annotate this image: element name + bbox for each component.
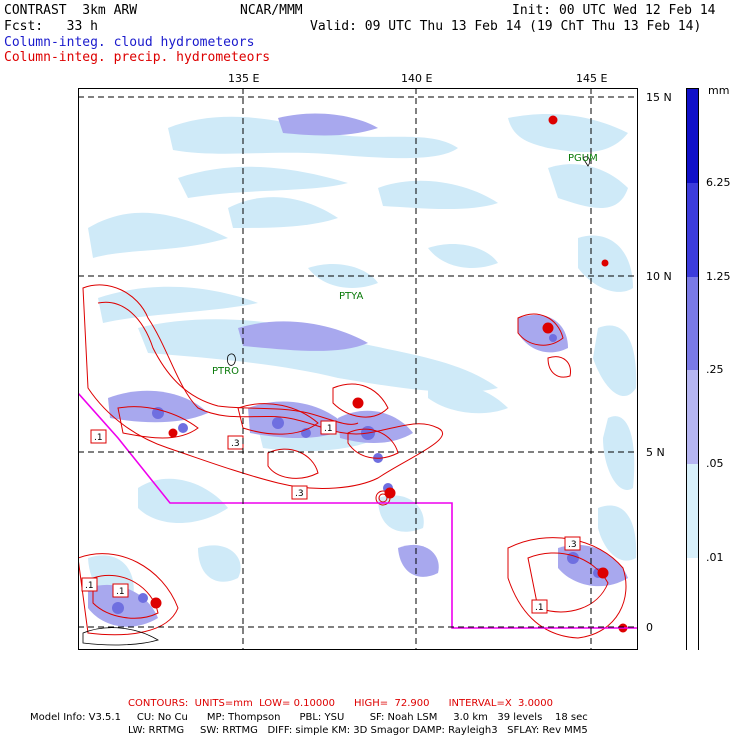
center-title: NCAR/MMM [240, 3, 303, 18]
contour-label: .1 [85, 581, 94, 591]
colorbar-bin-0.25 [687, 277, 698, 370]
contour-label: .1 [116, 587, 125, 597]
colorbar-label-0.01: .01 [706, 551, 724, 564]
colorbar-bin-0.05 [687, 370, 698, 464]
legend-cloud: Column-integ. cloud hydrometeors [4, 35, 255, 50]
run-title: CONTRAST 3km ARW [4, 3, 138, 18]
contour-label: .3 [295, 489, 304, 499]
contour-label: .3 [568, 540, 577, 550]
contour-info: CONTOURS: UNITS=mm LOW= 0.10000 HIGH= 72… [128, 698, 554, 709]
colorbar-unit: mm [708, 84, 730, 97]
region-boundary [78, 392, 638, 629]
contour-label: .1 [324, 424, 333, 434]
forecast-hour: Fcst: 33 h [4, 19, 98, 34]
lon-label-145: 145 E [576, 72, 608, 85]
contour-label: .3 [231, 439, 240, 449]
colorbar-bin-6.25 [687, 89, 698, 183]
station-label-ptya: PTYA [339, 291, 363, 302]
grid [78, 88, 638, 650]
legend-precip: Column-integ. precip. hydrometeors [4, 50, 271, 65]
valid-time: Valid: 09 UTC Thu 13 Feb 14 (19 ChT Thu … [310, 19, 702, 34]
lat-label-10n: 10 N [646, 270, 672, 283]
model-info-line1: Model Info: V3.5.1 CU: No Cu MP: Thompso… [30, 712, 588, 723]
lon-label-135: 135 E [228, 72, 260, 85]
init-time: Init: 00 UTC Wed 12 Feb 14 [512, 3, 716, 18]
colorbar-bin-0.01 [687, 464, 698, 558]
coastline [82, 156, 591, 646]
colorbar-bin-zero [687, 558, 698, 651]
model-info-line2: LW: RRTMG SW: RRTMG DIFF: simple KM: 3D … [128, 725, 588, 736]
colorbar-bin-1.25 [687, 183, 698, 277]
map-panel: .1 .3 .1 .3 .1 .1 .1 .3 PGUM PTYA PTRO [78, 88, 638, 650]
lat-label-0: 0 [646, 621, 653, 634]
lon-label-140: 140 E [401, 72, 433, 85]
cloud-field-light [88, 113, 637, 602]
station-label-ptro: PTRO [212, 366, 239, 377]
station-label-pgum: PGUM [568, 153, 598, 164]
colorbar [686, 88, 699, 651]
colorbar-label-1.25: 1.25 [706, 270, 731, 283]
contour-label: .1 [94, 433, 103, 443]
precip-contours [78, 115, 628, 639]
contour-labels: .1 .3 .1 .3 .1 .1 .1 .3 [81, 420, 581, 614]
contour-label: .1 [535, 603, 544, 613]
colorbar-label-6.25: 6.25 [706, 176, 731, 189]
colorbar-label-0.25: .25 [706, 363, 724, 376]
colorbar-label-0.05: .05 [706, 457, 724, 470]
lat-label-5n: 5 N [646, 446, 665, 459]
lat-label-15n: 15 N [646, 91, 672, 104]
